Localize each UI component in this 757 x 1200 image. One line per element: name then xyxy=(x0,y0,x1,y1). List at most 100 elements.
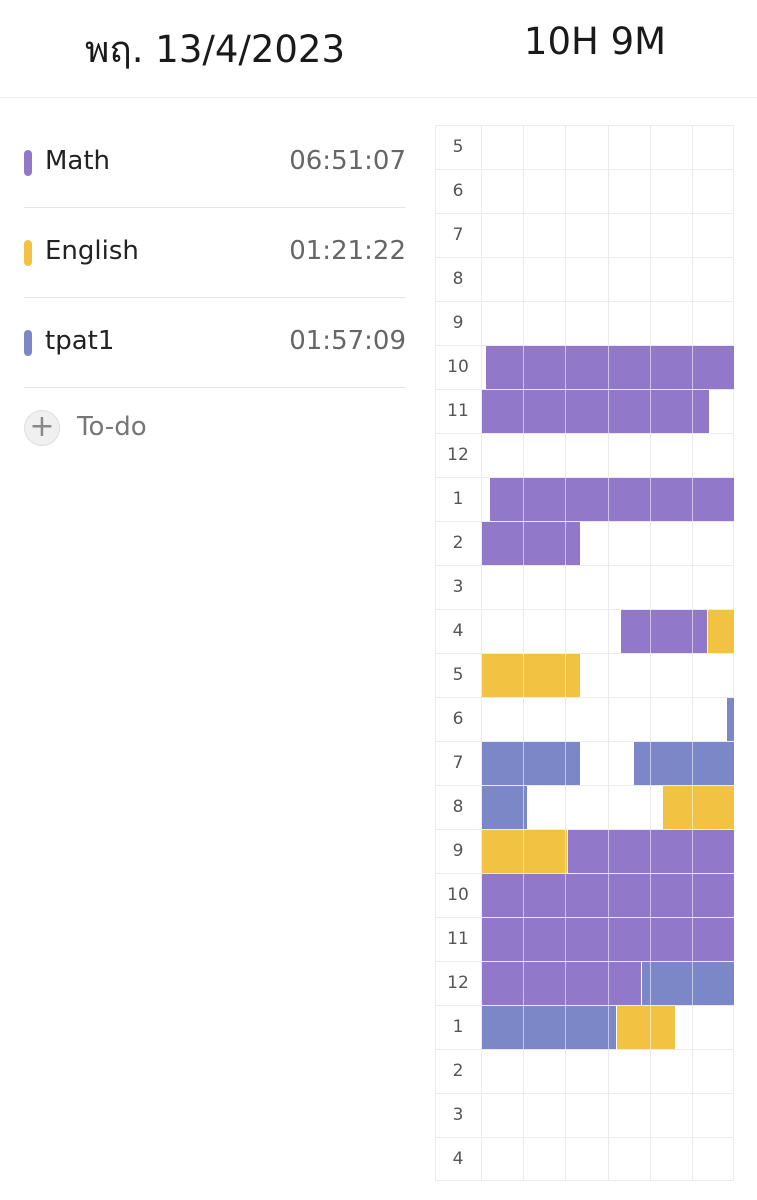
hour-label: 2 xyxy=(452,533,464,553)
study-segment-english[interactable] xyxy=(482,654,581,697)
study-segment-math[interactable] xyxy=(482,962,642,1005)
segment-divider xyxy=(565,522,566,565)
segment-divider xyxy=(523,786,524,829)
segment-divider xyxy=(565,390,566,433)
segment-divider xyxy=(608,478,609,521)
hour-label: 11 xyxy=(447,401,469,421)
subject-name: tpat1 xyxy=(45,326,115,356)
segment-divider xyxy=(692,830,693,873)
hour-label: 3 xyxy=(452,1105,464,1125)
segment-divider xyxy=(650,390,651,433)
subject-color-marker xyxy=(24,240,32,266)
date-title[interactable]: พฤ. 13/4/2023 xyxy=(84,28,346,71)
hour-label: 7 xyxy=(452,753,464,773)
subject-row-english[interactable]: English 01:21:22 xyxy=(24,208,406,298)
segment-divider xyxy=(608,346,609,389)
subject-color-marker xyxy=(24,330,32,356)
segment-divider xyxy=(565,918,566,961)
segment-divider xyxy=(523,390,524,433)
segment-divider xyxy=(523,874,524,917)
study-segment-math[interactable] xyxy=(482,390,709,433)
segment-divider xyxy=(692,742,693,785)
study-segment-english[interactable] xyxy=(616,1006,675,1049)
segment-divider xyxy=(565,874,566,917)
hour-label: 9 xyxy=(452,841,464,861)
study-segment-tpat1[interactable] xyxy=(482,786,528,829)
plus-icon: + xyxy=(24,410,60,446)
segment-divider xyxy=(523,1006,524,1049)
subject-time: 06:51:07 xyxy=(289,146,406,176)
hour-label: 9 xyxy=(452,313,464,333)
study-segment-english[interactable] xyxy=(707,610,734,653)
hour-label: 8 xyxy=(452,269,464,289)
segment-divider xyxy=(650,478,651,521)
subject-name: Math xyxy=(45,146,111,176)
study-segment-tpat1[interactable] xyxy=(633,742,734,785)
subject-name: English xyxy=(45,236,139,266)
segment-divider xyxy=(523,830,524,873)
study-segment-tpat1[interactable] xyxy=(482,1006,616,1049)
study-segment-math[interactable] xyxy=(621,610,707,653)
segment-divider xyxy=(523,918,524,961)
segment-divider xyxy=(523,522,524,565)
segment-divider xyxy=(692,610,693,653)
segment-divider xyxy=(565,962,566,1005)
segment-divider xyxy=(565,1006,566,1049)
segment-divider xyxy=(608,874,609,917)
segment-divider xyxy=(523,742,524,785)
timeline-grid xyxy=(435,125,734,1181)
study-segment-tpat1[interactable] xyxy=(482,742,581,785)
todo-label: To-do xyxy=(77,412,147,442)
add-todo-button[interactable]: + To-do xyxy=(24,388,406,468)
segment-divider xyxy=(608,390,609,433)
subject-color-marker xyxy=(24,150,32,176)
segment-divider xyxy=(523,346,524,389)
segment-divider xyxy=(565,478,566,521)
study-segment-tpat1[interactable] xyxy=(642,962,734,1005)
hour-label: 8 xyxy=(452,797,464,817)
subject-row-tpat1[interactable]: tpat1 01:57:09 xyxy=(24,298,406,388)
study-timeline: 5 6 7 8 9 10 11 12 1 2 3 4 5 6 7 8 9 10 11 12 1 2 3 4 xyxy=(435,125,734,1181)
study-segment-tpat1[interactable] xyxy=(726,698,734,741)
segment-divider xyxy=(608,918,609,961)
study-segment-math[interactable] xyxy=(482,522,581,565)
segment-divider xyxy=(523,478,524,521)
subject-list: Math 06:51:07 English 01:21:22 tpat1 01:… xyxy=(24,118,406,468)
segment-divider xyxy=(565,830,566,873)
hour-label: 11 xyxy=(447,929,469,949)
segment-divider xyxy=(692,390,693,433)
header: พฤ. 13/4/2023 10H 9M xyxy=(0,0,757,98)
hour-label: 1 xyxy=(452,489,464,509)
study-segment-english[interactable] xyxy=(663,786,734,829)
hour-label: 12 xyxy=(447,973,469,993)
segment-divider xyxy=(692,346,693,389)
segment-divider xyxy=(692,478,693,521)
segment-divider xyxy=(650,830,651,873)
study-segment-english[interactable] xyxy=(482,830,568,873)
subject-row-math[interactable]: Math 06:51:07 xyxy=(24,118,406,208)
hour-label: 5 xyxy=(452,137,464,157)
hour-label: 4 xyxy=(452,621,464,641)
segment-divider xyxy=(692,918,693,961)
segment-divider xyxy=(650,346,651,389)
subject-time: 01:57:09 xyxy=(289,326,406,356)
hour-label: 6 xyxy=(452,709,464,729)
hour-label: 10 xyxy=(447,357,469,377)
segment-divider xyxy=(523,962,524,1005)
study-segment-math[interactable] xyxy=(490,478,734,521)
segment-divider xyxy=(692,874,693,917)
hour-label: 12 xyxy=(447,445,469,465)
segment-divider xyxy=(650,610,651,653)
hour-label: 5 xyxy=(452,665,464,685)
hour-label: 3 xyxy=(452,577,464,597)
hour-label: 2 xyxy=(452,1061,464,1081)
segment-divider xyxy=(565,346,566,389)
study-segment-math[interactable] xyxy=(568,830,734,873)
segment-divider xyxy=(565,742,566,785)
total-study-time: 10H 9M xyxy=(523,20,667,63)
subject-time: 01:21:22 xyxy=(289,236,406,266)
hour-label: 1 xyxy=(452,1017,464,1037)
segment-divider xyxy=(523,654,524,697)
segment-divider xyxy=(650,742,651,785)
hour-label: 7 xyxy=(452,225,464,245)
